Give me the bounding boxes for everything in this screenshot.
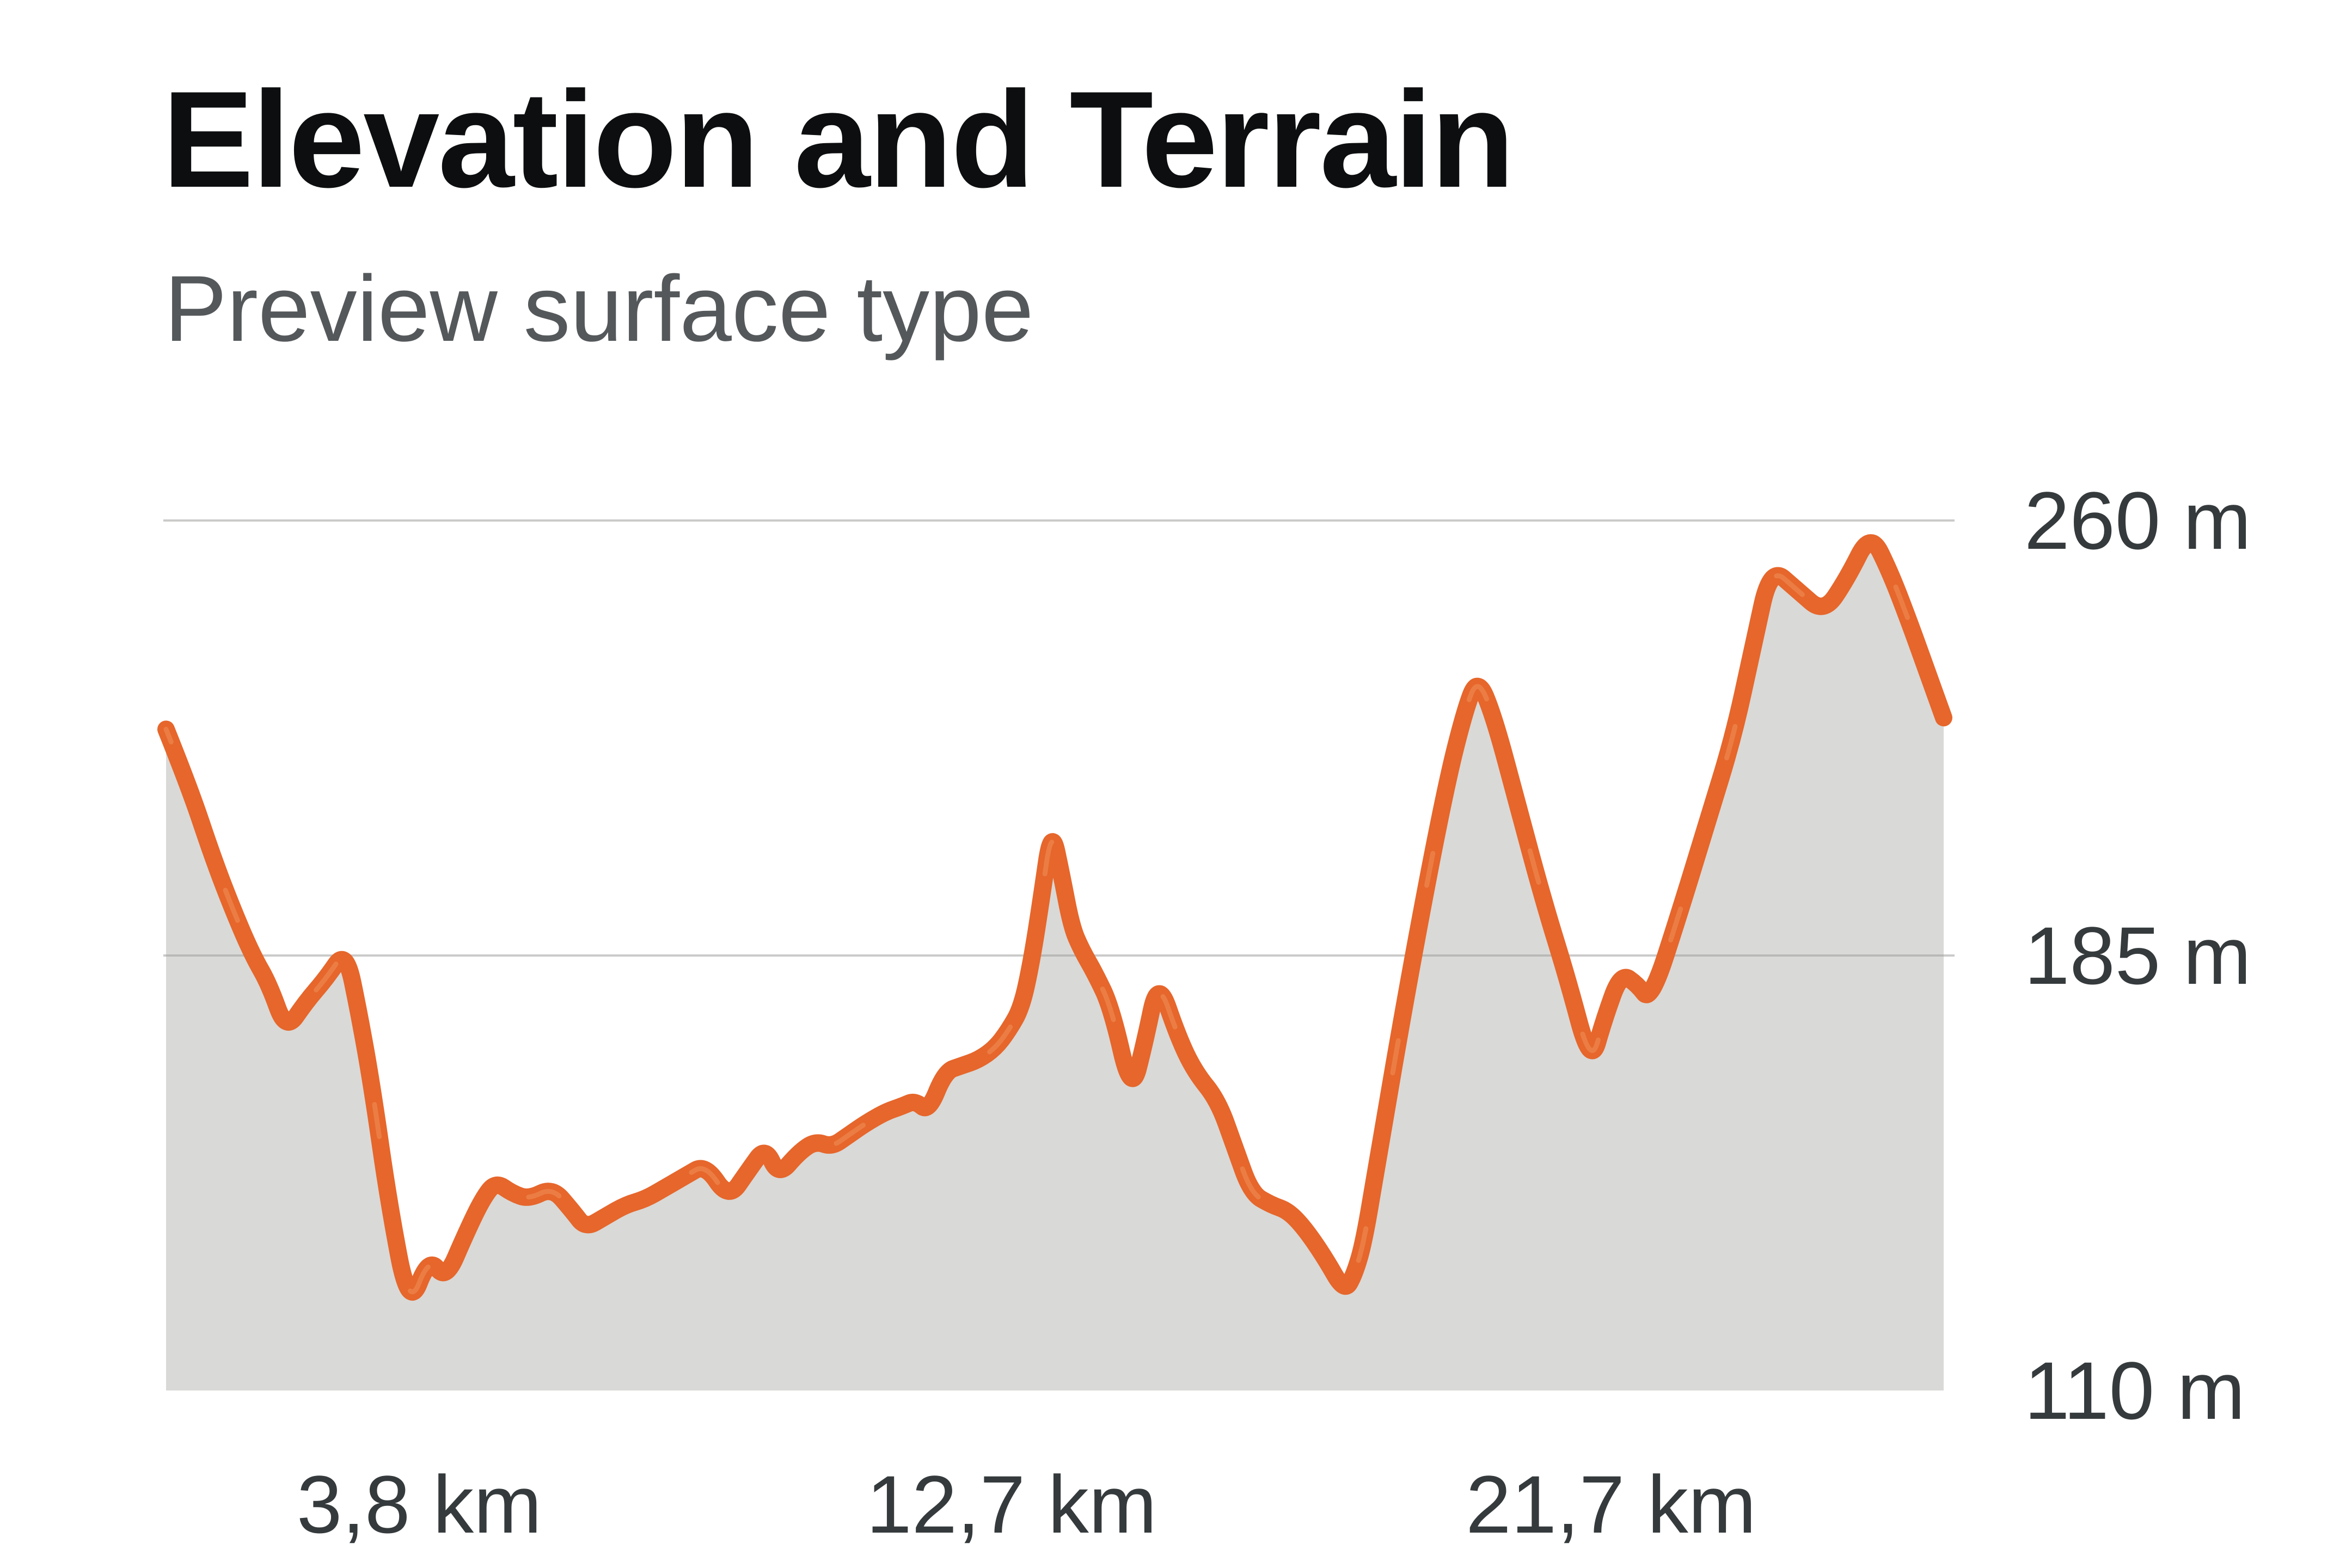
y-axis-label-260m: 260 m (2024, 475, 2251, 566)
page-subtitle: Preview surface type (164, 256, 1034, 361)
y-axis-label-110m: 110 m (2024, 1345, 2245, 1436)
x-axis-label-12-7km: 12,7 km (866, 1459, 1157, 1550)
y-axis-label-185m: 185 m (2024, 910, 2251, 1001)
x-axis-label-3-8km: 3,8 km (296, 1459, 542, 1550)
elevation-line (157, 534, 1952, 1301)
page-title: Elevation and Terrain (162, 63, 1515, 216)
x-axis-label-21-7km: 21,7 km (1466, 1459, 1756, 1550)
